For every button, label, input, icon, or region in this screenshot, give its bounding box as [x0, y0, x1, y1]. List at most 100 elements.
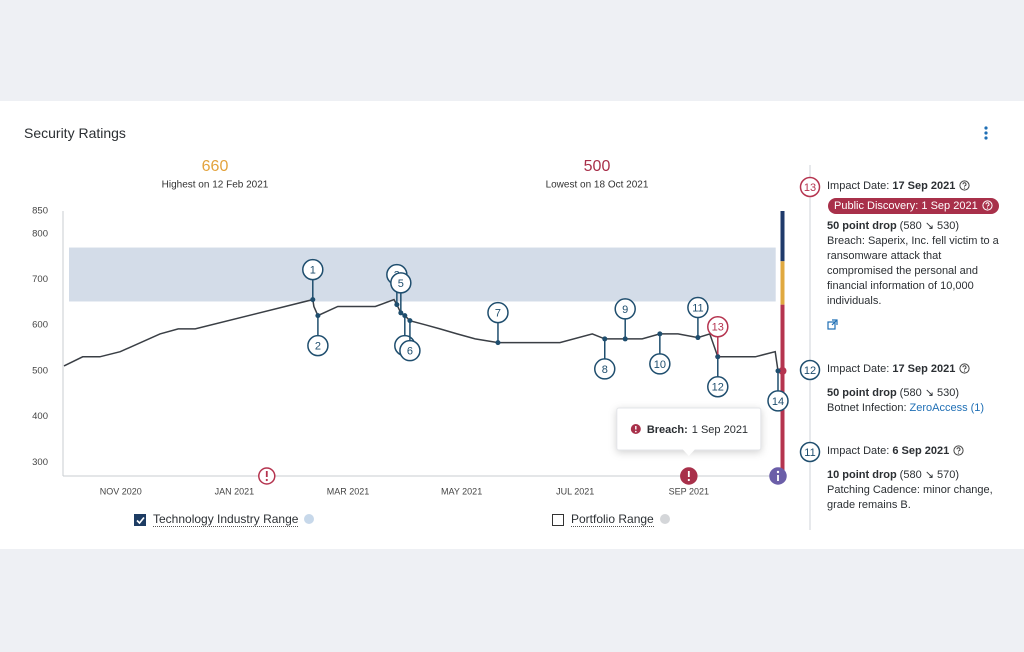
- help-icon[interactable]: [959, 180, 970, 191]
- change: (580 ↘ 530): [899, 387, 960, 399]
- event-label: 10: [654, 359, 666, 371]
- impact-label: Impact Date:: [827, 363, 890, 375]
- description: Botnet Infection: ZeroAccess (1): [827, 401, 1002, 416]
- menu-dot[interactable]: [984, 136, 988, 140]
- tooltip-text: Breach: 1 Sep 2021: [647, 424, 748, 436]
- legend-item[interactable]: Portfolio Range: [552, 512, 670, 527]
- legend-label: Technology Industry Range: [153, 512, 299, 527]
- description-text: Botnet Infection:: [827, 402, 907, 414]
- link[interactable]: ZeroAccess (1): [909, 402, 985, 414]
- event-point: [622, 336, 628, 342]
- impact-date: 17 Sep 2021: [892, 363, 956, 375]
- spacer: [827, 459, 1002, 468]
- event-point: [402, 313, 408, 319]
- help-icon[interactable]: [982, 200, 993, 211]
- tooltip: Breach: 1 Sep 2021: [616, 407, 762, 456]
- event-label: 13: [712, 322, 724, 334]
- y-tick-label: 300: [32, 457, 48, 468]
- impact-date: 17 Sep 2021: [892, 180, 956, 192]
- event-marker[interactable]: [302, 258, 324, 281]
- grade-band: [780, 304, 785, 476]
- event-label: 2: [315, 341, 321, 353]
- panel-marker: [799, 176, 821, 198]
- event-label: 8: [602, 364, 608, 376]
- event-label: 12: [712, 382, 724, 394]
- drop-row: 50 point drop (580 ↘ 530): [827, 219, 1002, 234]
- legend-checkbox: [552, 514, 564, 526]
- badge[interactable]: Public Discovery: 1 Sep 2021: [828, 198, 999, 214]
- alert-info[interactable]: [769, 467, 787, 485]
- legend-label: Portfolio Range: [571, 512, 654, 527]
- event-marker[interactable]: [687, 296, 709, 319]
- legend-swatch: [659, 514, 670, 524]
- event-detail: Impact Date: 6 Sep 2021 10 point drop (580 …: [827, 444, 1002, 513]
- y-tick-label: 850: [32, 206, 48, 217]
- event-marker[interactable]: [307, 334, 329, 357]
- description: Breach: Saperix, Inc. fell victim to a r…: [827, 234, 1002, 309]
- y-tick-label: 600: [32, 320, 48, 331]
- event-marker[interactable]: [649, 353, 671, 375]
- panel-marker-label: 13: [804, 182, 816, 194]
- help-icon[interactable]: [953, 445, 964, 456]
- tooltip-pointer: [682, 449, 695, 456]
- rating-line: [63, 298, 779, 372]
- spacer: [827, 377, 1002, 386]
- event-marker[interactable]: [614, 298, 636, 320]
- tooltip-label: Breach:: [647, 424, 688, 436]
- description-text: Patching Cadence: minor change, grade re…: [827, 484, 993, 511]
- legend-swatch: [304, 514, 315, 524]
- event-label: 7: [495, 307, 501, 319]
- menu-dot[interactable]: [984, 131, 988, 135]
- y-tick-label: 500: [32, 365, 48, 376]
- y-tick-label: 700: [32, 274, 48, 285]
- x-tick-label: MAY 2021: [441, 486, 482, 496]
- x-tick-label: JUL 2021: [556, 486, 594, 496]
- event-marker[interactable]: [767, 390, 789, 412]
- stat-caption: Highest on 12 Feb 2021: [162, 180, 269, 191]
- tooltip-date: 1 Sep 2021: [692, 424, 748, 436]
- description-text: Breach: Saperix, Inc. fell victim to a r…: [827, 235, 999, 307]
- event-point: [715, 354, 721, 360]
- legend-item[interactable]: Technology Industry Range: [134, 512, 315, 527]
- help-icon[interactable]: [959, 363, 970, 374]
- impact-row: Impact Date: 6 Sep 2021: [827, 444, 1002, 459]
- event-label: 14: [772, 396, 784, 408]
- event-point: [602, 336, 608, 342]
- event-marker[interactable]: [487, 301, 509, 324]
- drop: 50 point drop: [827, 387, 897, 399]
- alert-warning[interactable]: [258, 467, 276, 485]
- drop-row: 50 point drop (580 ↘ 530): [827, 386, 1002, 401]
- drop: 50 point drop: [827, 220, 897, 232]
- event-detail: Impact Date: 17 Sep 2021 Public Discovery:…: [827, 179, 1002, 309]
- event-marker[interactable]: [399, 339, 421, 362]
- x-tick-label: NOV 2020: [100, 486, 142, 496]
- event-point: [310, 297, 316, 303]
- event-point: [398, 310, 404, 316]
- panel-marker: [799, 441, 821, 463]
- event-point: [315, 313, 321, 319]
- stat-value: 660: [202, 158, 229, 175]
- event-point: [394, 302, 400, 308]
- event-marker[interactable]: [707, 316, 729, 338]
- x-tick-label: SEP 2021: [669, 486, 709, 496]
- event-marker[interactable]: [390, 272, 412, 294]
- external-link-icon[interactable]: [827, 319, 838, 330]
- event-label: 5: [398, 278, 404, 290]
- event-label: 6: [407, 346, 413, 358]
- tooltip-icon-glyph: [635, 430, 637, 433]
- grade-band: [780, 211, 785, 262]
- description: Patching Cadence: minor change, grade re…: [827, 483, 1002, 513]
- event-point: [657, 331, 663, 337]
- event-marker[interactable]: [594, 358, 616, 380]
- event-label: 11: [692, 302, 703, 314]
- impact-label: Impact Date:: [827, 445, 890, 457]
- impact-row: Impact Date: 17 Sep 2021: [827, 362, 1002, 377]
- impact-row: Impact Date: 17 Sep 2021: [827, 179, 1002, 194]
- event-marker[interactable]: [707, 376, 729, 398]
- stat-value: 500: [584, 158, 611, 175]
- alert-breach[interactable]: [680, 467, 698, 485]
- menu-dot[interactable]: [984, 126, 988, 130]
- event-label: 1: [310, 265, 316, 277]
